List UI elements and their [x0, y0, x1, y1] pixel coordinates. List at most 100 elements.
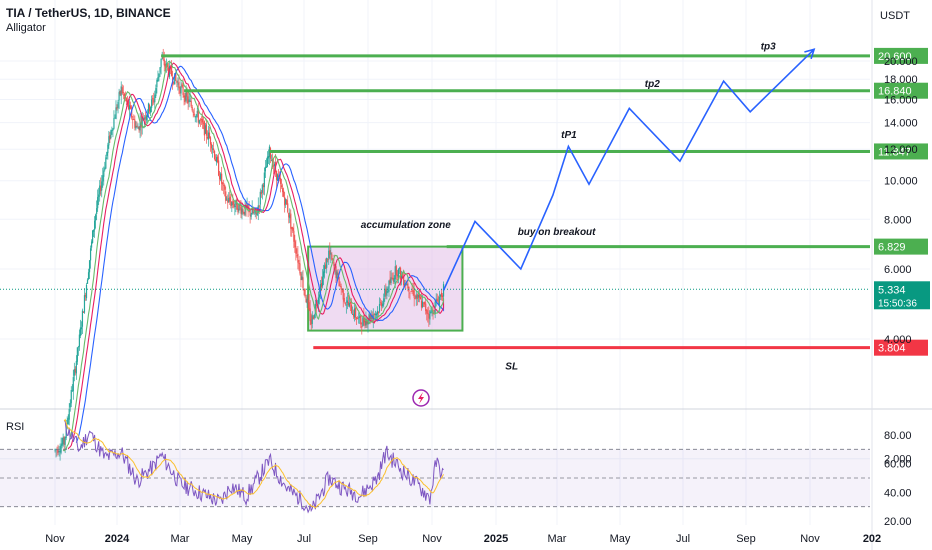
- candle-body: [135, 125, 137, 129]
- candle-body: [389, 279, 391, 284]
- candle-body: [188, 99, 190, 103]
- time-tick-label: 202: [863, 533, 881, 545]
- candle-body: [273, 163, 276, 167]
- rsi-tick-label: 80.00: [884, 430, 912, 442]
- candle-body: [289, 215, 291, 219]
- candle-body: [297, 253, 299, 263]
- rsi-title: RSI: [6, 421, 24, 433]
- candle-body: [434, 301, 436, 313]
- candle-body: [133, 118, 135, 120]
- candle-body: [377, 312, 380, 313]
- candle-body: [106, 152, 108, 156]
- candle-body: [296, 254, 298, 256]
- candle-body: [397, 269, 400, 278]
- candle-body: [162, 56, 164, 59]
- candle-body: [370, 315, 372, 320]
- price-level-label: 20.600: [878, 51, 912, 63]
- candle-body: [158, 73, 160, 78]
- price-tick-label: 4.000: [884, 334, 912, 346]
- candle-body: [184, 95, 186, 102]
- price-tick-label: 12.000: [884, 144, 918, 156]
- candle-body: [196, 110, 198, 114]
- candle-body: [378, 304, 381, 312]
- candle-body: [136, 125, 138, 127]
- candle-body: [113, 117, 115, 129]
- candle-body: [164, 63, 166, 67]
- candle-body: [74, 368, 76, 373]
- candle-body: [218, 160, 220, 176]
- candle-body: [186, 92, 188, 97]
- candle-body: [306, 299, 308, 304]
- candle-body: [179, 87, 181, 94]
- candle-body: [439, 294, 441, 297]
- candle-body: [167, 67, 170, 76]
- candle-body: [412, 291, 414, 292]
- candle-body: [282, 188, 284, 193]
- candle-body: [241, 208, 243, 215]
- candle-body: [219, 175, 221, 180]
- candle-body: [80, 327, 83, 330]
- candle-body: [59, 451, 61, 453]
- time-tick-label: Sep: [358, 533, 378, 545]
- candle-body: [130, 105, 132, 109]
- projection-path[interactable]: [442, 48, 815, 291]
- candle-body: [313, 314, 315, 318]
- candle-body: [63, 437, 65, 445]
- candle-body: [220, 173, 222, 180]
- candle-body: [409, 292, 411, 294]
- candle-body: [116, 107, 118, 109]
- candle-body: [290, 213, 292, 229]
- candle-body: [293, 230, 295, 242]
- candle-body: [144, 117, 146, 119]
- rsi-tick-label: 20.00: [884, 516, 912, 528]
- candle-body: [72, 377, 74, 392]
- candle-body: [417, 294, 419, 298]
- candle-body: [423, 302, 425, 304]
- candle-body: [173, 81, 175, 84]
- candle-body: [292, 227, 294, 231]
- alligator-teeth-line: [67, 62, 445, 450]
- candle-body: [430, 312, 432, 314]
- candle-body: [265, 166, 267, 168]
- candle-body: [200, 119, 202, 121]
- candle-body: [355, 307, 357, 318]
- candle-body: [155, 88, 157, 96]
- lightning-glyph: [418, 392, 424, 404]
- annotation-label: SL: [505, 362, 518, 373]
- candle-body: [140, 122, 142, 128]
- candle-body: [119, 91, 121, 95]
- candle-body: [324, 265, 326, 273]
- candle-body: [295, 246, 297, 254]
- currency-label[interactable]: USDT: [880, 10, 910, 22]
- candle-body: [240, 206, 242, 214]
- candle-body: [101, 181, 103, 191]
- candle-body: [333, 262, 335, 267]
- candle-body: [153, 99, 155, 103]
- candle-body: [307, 300, 309, 303]
- rsi-line: [63, 420, 444, 514]
- candle-body: [174, 73, 176, 85]
- price-level-tag: [874, 82, 928, 99]
- candle-body: [66, 422, 68, 424]
- price-tick-label: 20.000: [884, 56, 918, 68]
- candle-body: [94, 220, 96, 230]
- time-tick-label: Jul: [297, 533, 311, 545]
- candle-body: [237, 208, 239, 213]
- price-level-tag: [874, 339, 928, 356]
- candle-body: [224, 185, 226, 190]
- candle-body: [81, 310, 84, 327]
- price-tick-label: 14.000: [884, 118, 918, 130]
- candle-body: [58, 450, 60, 453]
- candle-body: [287, 203, 289, 212]
- candle-body: [190, 100, 192, 107]
- candle-body: [180, 86, 182, 94]
- candle-body: [203, 121, 205, 136]
- candle-body: [98, 194, 100, 197]
- candle-body: [416, 294, 418, 300]
- time-tick-label: Mar: [548, 533, 567, 545]
- candle-body: [84, 295, 87, 297]
- price-tick-label: 16.000: [884, 95, 918, 107]
- price-level-label: 11.847: [878, 146, 911, 158]
- candle-body: [114, 117, 116, 119]
